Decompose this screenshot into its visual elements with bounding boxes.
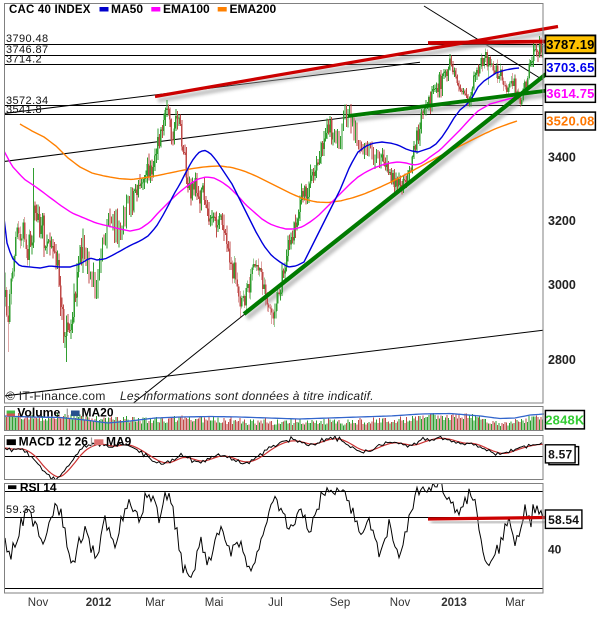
svg-text:3541.8: 3541.8 xyxy=(6,104,42,116)
svg-text:MACD 12 26: MACD 12 26 xyxy=(19,435,89,449)
svg-text:2013: 2013 xyxy=(441,597,467,609)
svg-text:MA9: MA9 xyxy=(106,435,132,449)
svg-text:RSI 14: RSI 14 xyxy=(20,481,57,495)
svg-text:MA50: MA50 xyxy=(111,2,143,16)
svg-text:Sep: Sep xyxy=(330,597,350,609)
svg-text:3572.34: 3572.34 xyxy=(6,95,49,107)
svg-text:Volume: Volume xyxy=(17,406,60,420)
svg-text:3200: 3200 xyxy=(548,214,576,228)
svg-text:© IT-Finance.com: © IT-Finance.com xyxy=(6,389,106,403)
svg-text:40: 40 xyxy=(548,543,562,557)
svg-text:2848K: 2848K xyxy=(545,412,585,427)
svg-text:Mai: Mai xyxy=(205,597,224,609)
svg-text:2800: 2800 xyxy=(548,353,576,367)
svg-text:CAC 40 INDEX: CAC 40 INDEX xyxy=(9,4,91,16)
svg-text:Nov: Nov xyxy=(390,597,411,609)
svg-text:Jul: Jul xyxy=(268,597,283,609)
svg-text:3746.87: 3746.87 xyxy=(6,44,49,56)
svg-text:3703.65: 3703.65 xyxy=(546,60,594,75)
svg-text:3400: 3400 xyxy=(548,151,576,165)
svg-text:MA20: MA20 xyxy=(82,406,114,420)
svg-text:Mar: Mar xyxy=(505,597,525,609)
svg-text:Mar: Mar xyxy=(145,597,165,609)
svg-text:Les informations sont données: Les informations sont données à titre in… xyxy=(120,389,374,403)
svg-text:EMA200: EMA200 xyxy=(230,2,277,16)
svg-text:Nov: Nov xyxy=(28,597,49,609)
svg-text:EMA100: EMA100 xyxy=(163,2,210,16)
svg-text:59.33: 59.33 xyxy=(6,504,36,516)
svg-text:3714.2: 3714.2 xyxy=(6,54,42,66)
svg-text:58.54: 58.54 xyxy=(548,513,579,527)
svg-text:3787.19: 3787.19 xyxy=(546,37,594,52)
svg-text:8.57: 8.57 xyxy=(548,447,572,461)
svg-text:3790.48: 3790.48 xyxy=(6,33,49,45)
svg-text:3614.75: 3614.75 xyxy=(546,86,594,101)
svg-text:3000: 3000 xyxy=(548,278,576,292)
svg-text:3520.08: 3520.08 xyxy=(546,114,594,129)
svg-text:2012: 2012 xyxy=(86,597,112,609)
